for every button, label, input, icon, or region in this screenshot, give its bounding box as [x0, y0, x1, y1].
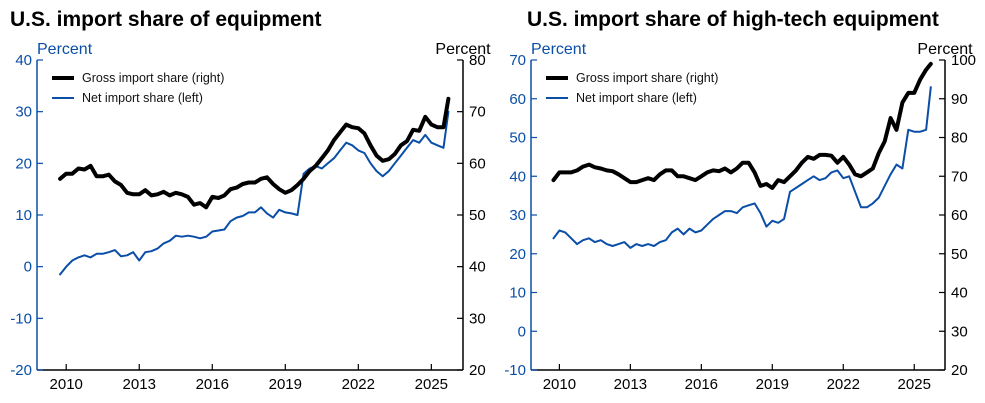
left-tick-label: 20 — [15, 155, 32, 172]
left-tick-label: -10 — [504, 362, 526, 379]
x-tick-label: 2022 — [827, 376, 860, 393]
left-tick-label: 60 — [509, 91, 526, 108]
legend-entry: Gross import share (right) — [576, 71, 718, 85]
series-net-import-share — [59, 110, 450, 276]
left-tick-label: 40 — [509, 168, 526, 185]
series-gross-import-share — [551, 61, 933, 190]
right-tick-label: 20 — [469, 362, 486, 379]
right-tick-label: 80 — [951, 130, 968, 147]
x-tick-label: 2013 — [614, 376, 647, 393]
legend-entry: Gross import share (right) — [82, 71, 224, 85]
chart-title: U.S. import share of equipment — [10, 8, 322, 31]
x-tick-label: 2019 — [756, 376, 789, 393]
right-tick-label: 60 — [469, 155, 486, 172]
left-tick-label: 0 — [24, 259, 32, 276]
right-tick-label: 80 — [469, 52, 486, 69]
left-tick-label: 20 — [509, 246, 526, 263]
left-tick-label: 30 — [509, 207, 526, 224]
left-tick-label: 0 — [518, 323, 526, 340]
right-axis-label: Percent — [435, 41, 491, 58]
x-tick-label: 2016 — [196, 376, 229, 393]
x-tick-label: 2013 — [123, 376, 156, 393]
right-tick-label: 30 — [469, 310, 486, 327]
x-tick-label: 2010 — [50, 376, 83, 393]
x-tick-label: 2019 — [269, 376, 302, 393]
gross-share-line — [58, 96, 451, 210]
right-tick-label: 60 — [951, 207, 968, 224]
left-tick-label: -20 — [10, 362, 32, 379]
right-tick-label: 50 — [469, 207, 486, 224]
left-tick-label: 10 — [15, 207, 32, 224]
series-gross-import-share — [58, 96, 451, 210]
left-axis-label: Percent — [531, 41, 587, 58]
right-tick-label: 90 — [951, 91, 968, 108]
x-tick-label: 2010 — [543, 376, 576, 393]
x-tick-label: 2022 — [342, 376, 375, 393]
right-tick-label: 70 — [951, 168, 968, 185]
right-axis-label: Percent — [917, 41, 973, 58]
legend-entry: Net import share (left) — [82, 91, 203, 105]
series-net-import-share — [552, 86, 932, 249]
legend-entry: Net import share (left) — [576, 91, 697, 105]
left-tick-label: 40 — [15, 52, 32, 69]
chart-panel-1: U.S. import share of equipment Percent Per… — [10, 8, 491, 393]
net-share-line — [59, 110, 450, 276]
left-tick-label: 70 — [509, 52, 526, 69]
left-tick-label: 10 — [509, 285, 526, 302]
right-tick-label: 100 — [951, 52, 976, 69]
left-axis-label: Percent — [37, 41, 93, 58]
right-tick-label: 40 — [951, 285, 968, 302]
right-tick-label: 50 — [951, 246, 968, 263]
x-tick-label: 2025 — [415, 376, 448, 393]
chart-title: U.S. import share of high-tech equipment — [527, 8, 939, 31]
right-tick-label: 30 — [951, 323, 968, 340]
right-tick-label: 20 — [951, 362, 968, 379]
left-tick-label: 30 — [15, 104, 32, 121]
x-tick-label: 2016 — [685, 376, 718, 393]
left-tick-label: -10 — [10, 310, 32, 327]
x-tick-label: 2025 — [898, 376, 931, 393]
right-tick-label: 40 — [469, 259, 486, 276]
left-tick-label: 50 — [509, 130, 526, 147]
right-tick-label: 70 — [469, 104, 486, 121]
chart-panel-2: U.S. import share of high-tech equipment… — [504, 8, 976, 393]
